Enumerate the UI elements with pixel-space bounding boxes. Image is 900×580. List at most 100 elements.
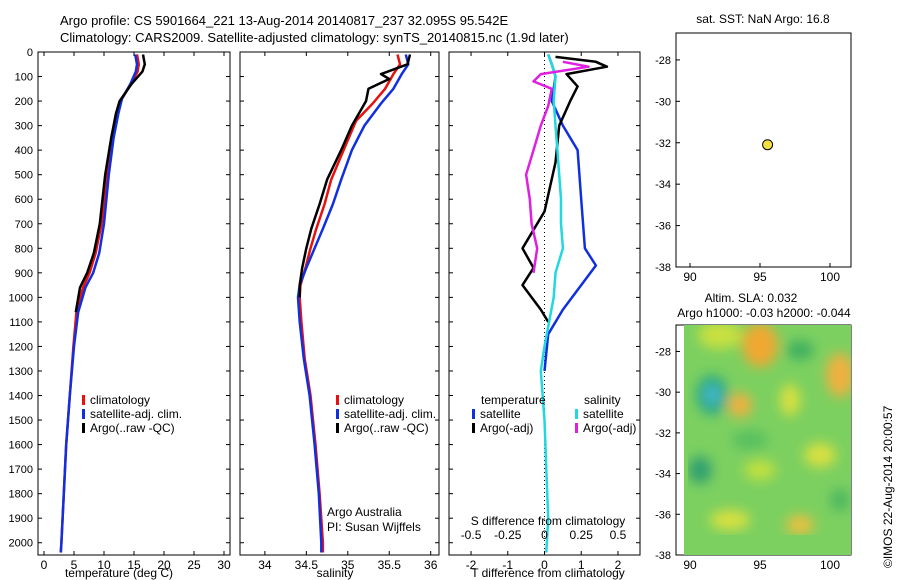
temperature-legend-swatch [82,395,85,405]
sla-map-xtick-label: 90 [683,558,697,572]
sst-map-ytick-label: -28 [655,55,671,67]
temperature-legend-label: satellite-adj. clim. [90,407,182,421]
sst-map-argo-position-marker [762,139,774,151]
difference-temp-legend-swatch [472,423,475,433]
sla-map-xtick-label: 100 [820,558,840,572]
salinity-legend-label: satellite-adj. clim. [344,407,436,421]
sst-map-ytick-label: -32 [655,138,671,150]
sla-map-title-line1: Altim. SLA: 0.032 [705,291,798,305]
salinity-legend-swatch [336,395,339,405]
sst-map-xtick-label: 90 [683,270,697,284]
temperature-legend-label: Argo(..raw -QC) [90,421,175,435]
temperature-ytick-label: 1600 [9,440,33,452]
difference-sal-legend-swatch [575,409,578,419]
salinity-series-1-line [296,54,410,553]
difference-legend-header-temp: temperature [481,393,546,407]
difference-axes-box [448,51,641,556]
sst-map-ytick-label: -34 [655,179,671,191]
sst-map-ytick-label: -38 [655,262,671,274]
salinity-annotation-line2: PI: Susan Wijffels [327,520,421,534]
difference-series-2-line [539,54,565,553]
sla-map-ytick-label: -36 [655,509,671,521]
difference-sal-legend-label: satellite [583,407,624,421]
temperature-xtick-label: 15 [127,558,141,572]
imos-timestamp: ©IMOS 22-Aug-2014 20:00:57 [881,405,895,568]
difference-temp-legend-label: Argo(-adj) [480,421,533,435]
difference-series-3-line [524,60,590,273]
temperature-ytick-label: 600 [15,194,33,206]
sst-map-title: sat. SST: NaN Argo: 16.8 [696,12,830,26]
sla-map-ytick-label: -34 [655,469,671,481]
difference-sal-legend-label: Argo(-adj) [583,421,636,435]
temperature-ytick-label: 1100 [9,317,33,329]
difference-xtick-label: 0 [541,558,548,572]
salinity-xtick-label: 34.5 [295,558,319,572]
temperature-series-0-line [59,54,141,553]
sla-map-title-line2: Argo h1000: -0.03 h2000: -0.044 [677,306,851,320]
temperature-xtick-label: 0 [41,558,48,572]
salinity-annotation-line1: Argo Australia [327,505,402,519]
temperature-ytick-label: 500 [15,170,33,182]
temperature-xtick-label: 5 [71,558,78,572]
sla-heatmap [684,325,851,555]
sla-map-ytick-label: -28 [655,346,671,358]
temperature-legend-swatch [82,423,85,433]
salinity-axes-box [239,51,440,556]
temperature-xtick-label: 30 [217,558,231,572]
temperature-xtick-label: 20 [157,558,171,572]
temperature-ytick-label: 1200 [9,341,33,353]
sst-map-ytick-label: -30 [655,96,671,108]
sla-map-xtick-label: 95 [753,558,767,572]
salinity-xlabel: salinity [317,566,354,580]
salinity-legend-swatch [336,423,339,433]
temperature-ytick-label: 1700 [9,464,33,476]
temperature-ytick-label: 1800 [9,489,33,501]
temperature-ytick-label: 1300 [9,366,33,378]
temperature-series-1-line [59,54,139,553]
salinity-xtick-label: 34 [258,558,272,572]
temperature-xlabel: temperature (deg C) [65,566,173,580]
difference-xtick-top-label: -0.5 [461,528,482,542]
sla-map-ytick-label: -32 [655,428,671,440]
temperature-xtick-label: 10 [97,558,111,572]
temperature-ytick-label: 400 [15,145,33,157]
difference-xlabel-top: S difference from climatology [471,514,626,528]
temperature-ytick-label: 1900 [9,513,33,525]
difference-xtick-top-label: 0 [541,528,548,542]
temperature-ytick-label: 200 [15,96,33,108]
temperature-ytick-label: 0 [27,47,33,59]
difference-xtick-top-label: 0.25 [570,528,594,542]
temperature-ytick-label: 800 [15,243,33,255]
temperature-ytick-label: 2000 [9,538,33,550]
difference-xlabel: T difference from climatology [471,566,625,580]
temperature-ytick-label: 1400 [9,391,33,403]
difference-temp-legend-swatch [472,409,475,419]
plot-title-line1: Argo profile: CS 5901664_221 13-Aug-2014… [60,13,509,28]
sst-map-xtick-label: 100 [820,270,840,284]
difference-xtick-top-label: -0.25 [494,528,522,542]
temperature-ytick-label: 100 [15,72,33,84]
temperature-series-2-line [74,54,147,313]
salinity-xtick-label: 35 [341,558,355,572]
imos-timestamp-text: ©IMOS 22-Aug-2014 20:00:57 [881,405,895,568]
temperature-ytick-label: 1500 [9,415,33,427]
sst-map-axes-box [675,32,852,268]
salinity-legend-label: Argo(..raw -QC) [344,421,429,435]
temperature-ytick-label: 900 [15,268,33,280]
difference-xtick-label: -2 [466,558,477,572]
difference-xtick-label: -1 [502,558,513,572]
temperature-xtick-label: 25 [187,558,201,572]
temperature-legend-swatch [82,409,85,419]
difference-temp-legend-label: satellite [480,407,521,421]
temperature-axes-box [37,51,231,556]
difference-series-1-line [521,55,609,323]
difference-xtick-label: 1 [578,558,585,572]
temperature-legend-label: climatology [90,393,150,407]
sst-map-ytick-label: -36 [655,221,671,233]
sst-map-xtick-label: 95 [753,270,767,284]
temperature-ytick-label: 700 [15,219,33,231]
salinity-xtick-label: 35.5 [378,558,402,572]
difference-xtick-label: 2 [615,558,622,572]
salinity-series-2-line [298,54,412,298]
